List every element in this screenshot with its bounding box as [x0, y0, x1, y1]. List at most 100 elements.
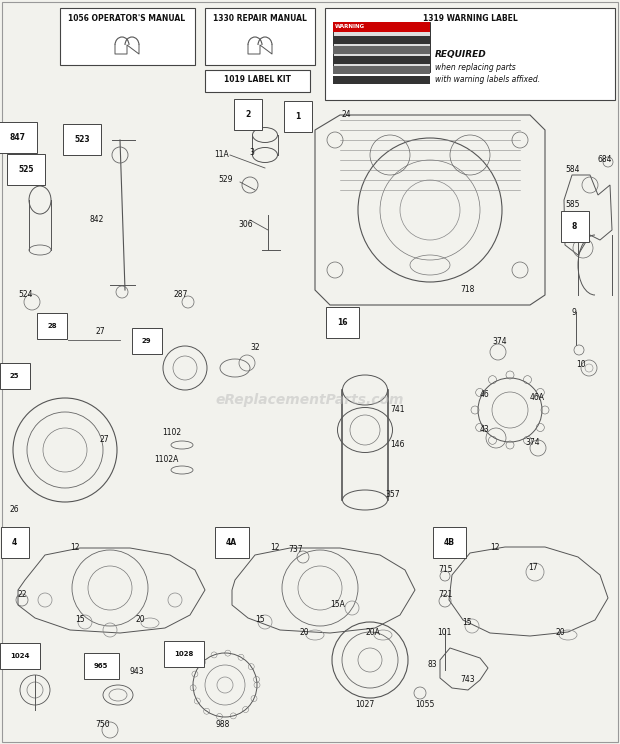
Text: 374: 374: [492, 337, 507, 346]
Text: 1330 REPAIR MANUAL: 1330 REPAIR MANUAL: [213, 14, 307, 23]
Text: 28: 28: [47, 323, 56, 329]
Bar: [172, 648, 280, 720]
Text: 1024: 1024: [10, 653, 30, 659]
Text: 715: 715: [438, 565, 453, 574]
Text: 524: 524: [18, 290, 32, 299]
Text: 1056 OPERATOR'S MANUAL: 1056 OPERATOR'S MANUAL: [68, 14, 185, 23]
Text: 750: 750: [95, 720, 110, 729]
Text: 1102: 1102: [162, 428, 181, 437]
Text: 46: 46: [480, 390, 490, 399]
Text: 741: 741: [390, 405, 404, 414]
Text: 12: 12: [70, 543, 79, 552]
Text: 1: 1: [295, 112, 300, 121]
Text: 20A: 20A: [365, 628, 380, 637]
Text: 101: 101: [437, 628, 451, 637]
Text: 737: 737: [288, 545, 303, 554]
Text: 32: 32: [250, 343, 260, 352]
Text: 4: 4: [12, 538, 17, 547]
Text: 22: 22: [18, 590, 27, 599]
Text: eReplacementParts.com: eReplacementParts.com: [216, 393, 404, 407]
Text: WARNING: WARNING: [335, 24, 365, 29]
Text: 20: 20: [300, 628, 309, 637]
Bar: [45, 320, 150, 370]
Text: 943: 943: [130, 667, 144, 676]
Text: 847: 847: [10, 133, 26, 142]
Bar: [244, 108, 290, 175]
Bar: [295, 100, 560, 310]
Text: 15: 15: [462, 618, 472, 627]
Text: 11A: 11A: [214, 150, 229, 159]
Text: 1055: 1055: [415, 700, 435, 709]
Text: 15: 15: [255, 615, 265, 624]
Bar: [205, 8, 315, 65]
Bar: [205, 70, 310, 92]
Bar: [140, 335, 270, 415]
Text: 15A: 15A: [330, 600, 345, 609]
Text: 357: 357: [385, 490, 400, 499]
Text: 965: 965: [94, 663, 108, 669]
Text: 306: 306: [238, 220, 252, 229]
Text: 4B: 4B: [444, 538, 455, 547]
Bar: [8, 535, 215, 640]
Text: 1019 LABEL KIT: 1019 LABEL KIT: [223, 74, 291, 83]
Text: 721: 721: [438, 590, 453, 599]
Bar: [333, 22, 430, 32]
Bar: [60, 8, 195, 65]
Text: 307: 307: [297, 118, 312, 127]
Text: 29: 29: [142, 338, 152, 344]
Bar: [8, 370, 130, 520]
Text: REQUIRED: REQUIRED: [435, 51, 487, 60]
Bar: [92, 660, 165, 720]
Text: 46A: 46A: [530, 393, 545, 402]
Text: 146: 146: [390, 440, 404, 449]
Text: 43: 43: [480, 425, 490, 434]
Text: 25: 25: [10, 373, 19, 379]
Text: with warning labels affixed.: with warning labels affixed.: [435, 75, 540, 85]
Text: 2: 2: [245, 110, 250, 119]
Text: 3: 3: [249, 148, 254, 157]
Text: 585: 585: [565, 200, 580, 209]
Text: 584: 584: [565, 165, 580, 174]
Bar: [333, 76, 430, 84]
Text: 12: 12: [490, 543, 500, 552]
Text: 529: 529: [218, 175, 232, 184]
Text: 26: 26: [10, 505, 20, 514]
Text: 1027: 1027: [355, 700, 374, 709]
Text: 1102A: 1102A: [154, 455, 179, 464]
Text: 15: 15: [75, 615, 84, 624]
Text: 718: 718: [460, 285, 474, 294]
Bar: [222, 535, 432, 640]
Bar: [333, 56, 430, 64]
Text: 8: 8: [572, 222, 577, 231]
Text: 1319 WARNING LABEL: 1319 WARNING LABEL: [423, 14, 517, 23]
Text: 20: 20: [135, 615, 144, 624]
Bar: [72, 132, 172, 235]
Text: 374: 374: [525, 438, 539, 447]
Bar: [8, 650, 85, 735]
Bar: [570, 220, 618, 300]
Bar: [310, 315, 420, 535]
Text: 842: 842: [90, 215, 104, 224]
Text: 27: 27: [100, 435, 110, 444]
Text: 17: 17: [528, 563, 538, 572]
Text: 523: 523: [74, 135, 90, 144]
Bar: [325, 8, 615, 100]
Text: 9: 9: [571, 308, 576, 317]
Text: 12: 12: [270, 543, 280, 552]
Bar: [8, 130, 175, 310]
Text: 83: 83: [428, 660, 438, 669]
Text: 1028: 1028: [174, 651, 193, 657]
Bar: [333, 36, 430, 44]
Bar: [440, 535, 618, 640]
Text: 24: 24: [342, 110, 352, 119]
Text: 27: 27: [95, 327, 105, 336]
Bar: [333, 66, 430, 74]
Text: 20: 20: [555, 628, 565, 637]
Text: 988: 988: [215, 720, 229, 729]
Text: 287: 287: [173, 290, 187, 299]
Text: 16: 16: [337, 318, 347, 327]
Text: 684: 684: [597, 155, 611, 164]
Text: when replacing parts: when replacing parts: [435, 63, 516, 72]
Text: 525: 525: [18, 165, 33, 174]
Bar: [333, 22, 430, 72]
